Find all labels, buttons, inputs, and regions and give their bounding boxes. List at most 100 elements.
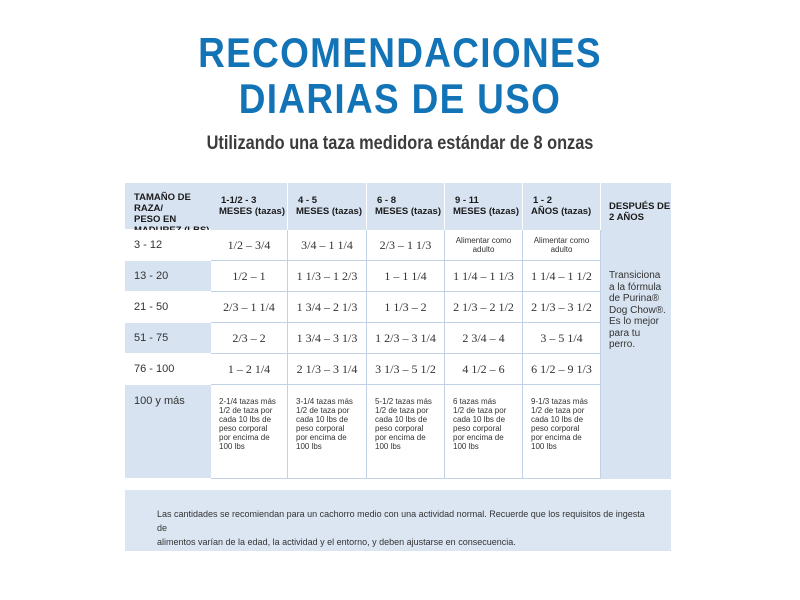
after-text-line: Transiciona [609, 270, 661, 281]
portion-text-line: peso corporal [296, 424, 345, 433]
after-text-line: perro. [609, 339, 636, 350]
title-line-2: DIARIAS DE USO [238, 75, 562, 122]
portion-cell: 1 1/4 – 1 1/3 [445, 261, 523, 292]
portion-text-line: cada 10 lbs de [531, 415, 584, 424]
portion-cell: 1 1/4 – 1 1/2 [523, 261, 601, 292]
portion-cell: 1 – 2 1/4 [211, 354, 288, 385]
portion-cell: 5-1/2 tazas más 1/2 de taza por cada 10 lb… [367, 385, 445, 479]
after-text-line: Es lo mejor [609, 316, 660, 327]
portion-cell: 1 3/4 – 3 1/3 [288, 323, 367, 354]
size-column-header: TAMAÑO DE RAZA/ PESO EN MADUREZ (LBS) [125, 183, 211, 236]
portion-text-line: 1/2 de taza por [375, 406, 429, 415]
portion-cell: 1 1/3 – 2 [367, 292, 445, 323]
portion-cell: 2/3 – 1 1/3 [367, 230, 445, 261]
portion-cell: Alimentar como adulto [523, 230, 601, 261]
portion-cell: 6 1/2 – 9 1/3 [523, 354, 601, 385]
portion-cell: 2-1/4 tazas más 1/2 de taza por cada 10 lb… [211, 385, 288, 479]
after-text-line: de Purina® [609, 293, 660, 304]
portion-cell: 6 tazas más 1/2 de taza por cada 10 lbs de… [445, 385, 523, 479]
age-column-header: 1-1/2 - 3 MESES (tazas) [211, 183, 288, 230]
portion-cell: 2 1/3 – 3 1/2 [523, 292, 601, 323]
portion-text: Alimentar como adulto [455, 235, 512, 255]
portion-cell: 4 1/2 – 6 [445, 354, 523, 385]
portion-cell: 1 1/3 – 1 2/3 [288, 261, 367, 292]
portion-text-line: cada 10 lbs de [453, 415, 506, 424]
age-header-line: MESES (tazas) [296, 206, 362, 217]
portion-text-line: 100 lbs [453, 442, 479, 451]
portion-text-line: peso corporal [219, 424, 268, 433]
usage-notes: Las cantidades se recomiendan para un ca… [125, 490, 671, 551]
portion-cell: 9-1/3 tazas más 1/2 de taza por cada 10 lb… [523, 385, 601, 479]
portion-text-line: 1/2 de taza por [531, 406, 585, 415]
portion-text-line: 9-1/3 tazas más [531, 397, 588, 406]
after-header-line: DESPUÉS DE [609, 201, 671, 212]
size-header-line: TAMAÑO DE RAZA/ [134, 192, 191, 214]
after-two-years-header: DESPUÉS DE 2 AÑOS [601, 183, 671, 230]
after-text-line: Dog Chow®. [609, 304, 666, 316]
portion-cell: 2 1/3 – 2 1/2 [445, 292, 523, 323]
size-cell: 21 - 50 [125, 292, 211, 323]
age-header-line: MESES (tazas) [453, 206, 519, 217]
portion-text: 6 tazas más 1/2 de taza por cada 10 lbs de… [453, 397, 506, 451]
portion-text-line: 5-1/2 tazas más [375, 397, 432, 406]
portion-text: 9-1/3 tazas más 1/2 de taza por cada 10 lb… [531, 397, 588, 451]
portion-cell: Alimentar como adulto [445, 230, 523, 261]
size-cell: 100 y más [125, 385, 211, 479]
age-header-line: MESES (tazas) [375, 206, 441, 217]
size-cell: 13 - 20 [125, 261, 211, 292]
portion-text-line: por encima de [531, 433, 582, 442]
age-header-line: 4 - 5 [298, 195, 318, 206]
portion-cell: 1 2/3 – 3 1/4 [367, 323, 445, 354]
portion-text-line: por encima de [453, 433, 504, 442]
portion-cell: 3-1/4 tazas más 1/2 de taza por cada 10 lb… [288, 385, 367, 479]
after-text-line: para tu [609, 327, 641, 339]
age-header-line: 1 - 2 [533, 195, 553, 206]
age-header-line: 9 - 11 [455, 195, 479, 206]
age-column-header: 9 - 11 MESES (tazas) [445, 183, 523, 230]
portion-cell: 1 3/4 – 2 1/3 [288, 292, 367, 323]
portion-text-line: por encima de [375, 433, 426, 442]
portion-text-line: peso corporal [531, 424, 580, 433]
portion-cell: 2/3 – 2 [211, 323, 288, 354]
age-header-line: 6 - 8 [377, 195, 397, 206]
portion-text-line: cada 10 lbs de [296, 415, 349, 424]
portion-text-line: peso corporal [375, 424, 424, 433]
portion-cell: 1/2 – 1 [211, 261, 288, 292]
notes-line-2: alimentos varían de la edad, la activida… [157, 537, 516, 547]
portion-text-line: 6 tazas más [453, 397, 497, 406]
portion-cell: 1 – 1 1/4 [367, 261, 445, 292]
size-cell: 51 - 75 [125, 323, 211, 354]
portion-text-line: peso corporal [453, 424, 502, 433]
portion-text-line: 100 lbs [296, 442, 322, 451]
portion-text-line: 1/2 de taza por [219, 406, 273, 415]
age-column-header: 4 - 5 MESES (tazas) [288, 183, 367, 230]
age-header-line: 1-1/2 - 3 [221, 195, 257, 206]
portion-text-line: 3-1/4 tazas más [296, 397, 353, 406]
subtitle: Utilizando una taza medidora estándar de… [206, 133, 594, 154]
notes-line-1: Las cantidades se recomiendan para un ca… [157, 509, 645, 533]
age-column-header: 6 - 8 MESES (tazas) [367, 183, 445, 230]
portion-cell: 3 – 5 1/4 [523, 323, 601, 354]
portion-cell: 2 3/4 – 4 [445, 323, 523, 354]
age-column-header: 1 - 2 AÑOS (tazas) [523, 183, 601, 230]
portion-text-line: 1/2 de taza por [453, 406, 507, 415]
portion-text: Alimentar como adulto [533, 235, 590, 255]
title-line-1: RECOMENDACIONES [198, 29, 602, 76]
portion-text-line: cada 10 lbs de [219, 415, 272, 424]
portion-text-line: 100 lbs [531, 442, 557, 451]
after-two-years-text: Transiciona a la fórmula de Purina® Dog … [601, 230, 671, 479]
age-header-line: MESES (tazas) [219, 206, 285, 217]
size-cell: 76 - 100 [125, 354, 211, 385]
portion-text: 2-1/4 tazas más 1/2 de taza por cada 10 lb… [219, 397, 276, 451]
portion-text-line: cada 10 lbs de [375, 415, 428, 424]
portion-text-line: por encima de [296, 433, 347, 442]
portion-text-line: 2-1/4 tazas más [219, 397, 276, 406]
portion-cell: 3/4 – 1 1/4 [288, 230, 367, 261]
size-cell: 3 - 12 [125, 230, 211, 261]
size-header-line: PESO EN [134, 214, 177, 225]
portion-cell: 2 1/3 – 3 1/4 [288, 354, 367, 385]
after-header-line: 2 AÑOS [609, 212, 645, 223]
portion-text-line: 100 lbs [375, 442, 401, 451]
age-header-line: AÑOS (tazas) [531, 206, 592, 217]
portion-text: 5-1/2 tazas más 1/2 de taza por cada 10 lb… [375, 397, 432, 451]
